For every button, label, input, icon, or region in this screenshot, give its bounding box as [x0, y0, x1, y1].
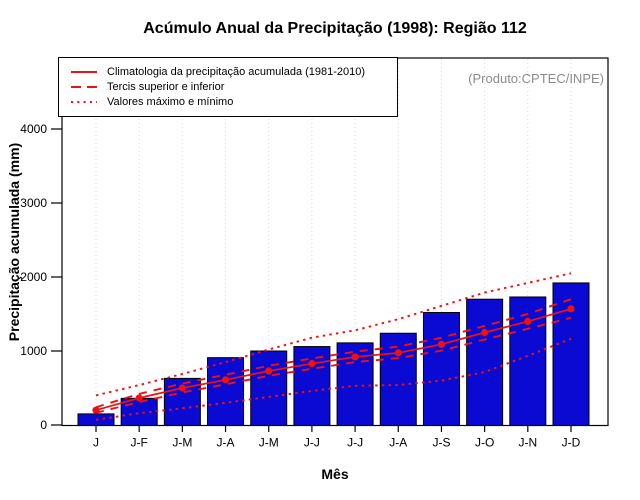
series-line-solid	[95, 308, 572, 412]
chart-title: Acúmulo Anual da Precipitação (1998): Re…	[143, 20, 527, 37]
legend-solid-line-sample	[71, 71, 97, 73]
data-point	[308, 359, 316, 368]
bar	[207, 357, 245, 426]
bar	[466, 298, 504, 427]
x-tick-label: J-D	[562, 436, 581, 450]
legend-item-terciles: Tercis superior e inferior	[71, 80, 397, 95]
bar	[422, 312, 460, 426]
y-tick-label: 4000	[20, 122, 47, 136]
legend-label: Tercis superior e inferior	[107, 81, 225, 93]
bar	[293, 346, 331, 426]
legend-label: Climatologia da precipitação acumulada (…	[107, 66, 366, 78]
y-tick-label: 3000	[20, 196, 47, 210]
legend-item-max-min: Valores máximo e mínimo	[71, 95, 397, 110]
y-tick-label: 1000	[20, 344, 47, 358]
x-tick-label: J-J	[304, 436, 320, 450]
x-tick-label: J-N	[518, 436, 537, 450]
data-point	[524, 317, 532, 325]
product-credit-label: (Produto:CPTEC/INPE)	[468, 71, 604, 86]
legend-label: Valores máximo e mínimo	[107, 96, 234, 108]
series-line-dashed	[95, 298, 572, 409]
y-tick-label: 2000	[20, 270, 47, 284]
x-tick-label: J-J	[347, 436, 363, 450]
x-tick-label: J-F	[131, 436, 148, 450]
bar	[250, 350, 288, 426]
x-tick-label: J-M	[172, 436, 192, 450]
x-tick-label: J-A	[217, 436, 235, 450]
data-point	[567, 305, 575, 313]
legend-item-climatology: Climatologia da precipitação acumulada (…	[71, 65, 397, 80]
data-point	[481, 328, 489, 337]
y-axis-title: Precipitação acumulada (mm)	[6, 142, 22, 342]
legend-dotted-line-sample	[71, 101, 97, 103]
data-point	[437, 340, 446, 348]
series-line-dotted	[95, 272, 572, 397]
x-tick-label: J	[93, 436, 99, 450]
series-line-dashed	[95, 316, 572, 414]
x-axis-title: Mês	[321, 466, 349, 482]
data-point	[265, 367, 273, 375]
x-tick-label: J-S	[432, 436, 450, 450]
data-point	[135, 394, 143, 402]
x-tick-label: J-A	[389, 436, 407, 450]
data-point	[394, 349, 402, 357]
bar	[379, 332, 417, 426]
y-tick-label: 0	[40, 418, 47, 432]
x-tick-label: J-O	[475, 436, 494, 450]
data-point	[351, 353, 359, 361]
data-point	[221, 376, 230, 384]
data-point	[178, 384, 186, 392]
legend-dashed-line-sample	[71, 86, 97, 88]
legend-box: Climatologia da precipitação acumulada (…	[58, 57, 398, 117]
bar	[552, 282, 590, 427]
x-tick-label: J-M	[259, 436, 279, 450]
